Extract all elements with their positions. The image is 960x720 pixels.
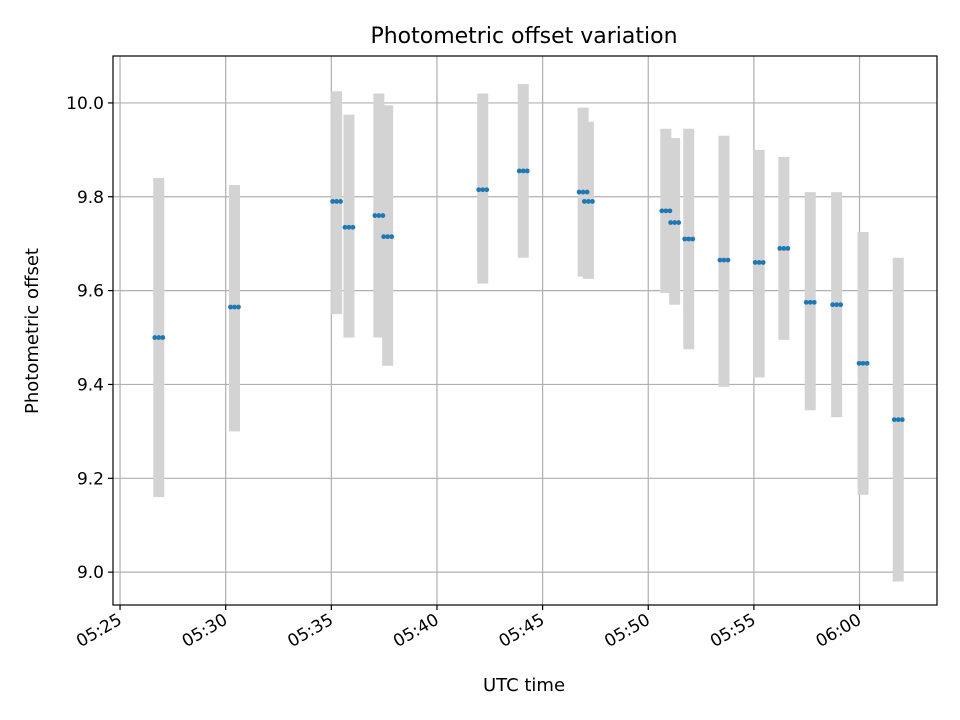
data-point [895,417,901,423]
y-tick-label: 9.8 [77,188,104,208]
data-point [381,234,387,240]
x-tick-label: 05:55 [707,610,759,652]
data-point [838,302,844,308]
chart-title: Photometric offset variation [370,24,677,49]
data-point [380,213,386,218]
x-tick-label: 05:25 [73,610,125,652]
data-point [584,189,590,195]
y-axis-ticks: 9.0 9.2 9.4 9.6 9.8 10.0 [66,94,113,583]
data-point [811,299,817,305]
x-tick-label: 05:30 [179,610,231,652]
data-point [856,360,862,366]
data-point [721,257,727,263]
y-axis-label: Photometric offset [22,248,43,414]
data-point [725,257,731,263]
data-point [830,302,836,308]
data-point [232,304,237,310]
data-point [781,245,787,251]
data-point [160,335,166,340]
data-point [152,335,158,340]
x-axis-ticks: 05:25 05:30 05:35 05:40 05:45 05:50 05:55 06:00 [73,605,865,652]
data-point [803,299,809,305]
data-point [807,299,813,305]
data-point [690,236,696,242]
data-point [672,220,678,225]
data-point [389,234,395,240]
data-point [899,417,905,423]
data-point [236,304,241,310]
data-point [576,189,582,195]
data-point [585,199,591,204]
data-point [752,260,758,265]
data-point [330,199,336,204]
x-tick-label: 05:45 [496,610,548,652]
data-point [372,213,378,218]
data-point [668,220,674,225]
data-point [476,187,482,193]
y-tick-label: 9.2 [77,469,104,489]
data-point [580,189,586,195]
x-tick-label: 05:35 [284,610,336,652]
data-point [334,199,340,204]
data-point [860,360,866,366]
data-point [346,224,352,230]
y-tick-label: 10.0 [66,94,104,114]
data-point [667,208,673,214]
data-point [676,220,682,225]
data-point [342,224,348,230]
x-tick-label: 06:00 [813,610,865,652]
data-point [516,168,522,174]
data-point [760,260,766,265]
data-point [520,168,526,174]
data-point [686,236,692,242]
data-point [156,335,162,340]
data-point [338,199,344,204]
data-point [777,245,783,251]
data-point [228,304,233,310]
data-point [891,417,897,423]
data-point [589,199,595,204]
y-tick-label: 9.6 [77,282,104,302]
x-axis-label: UTC time [483,675,565,696]
data-point [376,213,382,218]
data-point [581,199,587,204]
data-point [756,260,762,265]
error-bars [153,84,904,582]
x-tick-label: 05:40 [390,610,442,652]
data-point [864,360,870,366]
data-point [484,187,490,193]
data-point [385,234,391,240]
data-point [659,208,665,214]
data-point [524,168,530,174]
data-point [480,187,486,193]
data-point [350,224,356,230]
y-tick-label: 9.0 [77,563,104,583]
data-point [785,245,791,251]
plot-frame [112,55,938,606]
data-point [682,236,688,242]
data-point [717,257,723,263]
data-point [663,208,669,214]
data-markers [152,168,905,423]
x-tick-label: 05:50 [601,610,653,652]
data-point [834,302,840,308]
y-tick-label: 9.4 [77,375,104,395]
